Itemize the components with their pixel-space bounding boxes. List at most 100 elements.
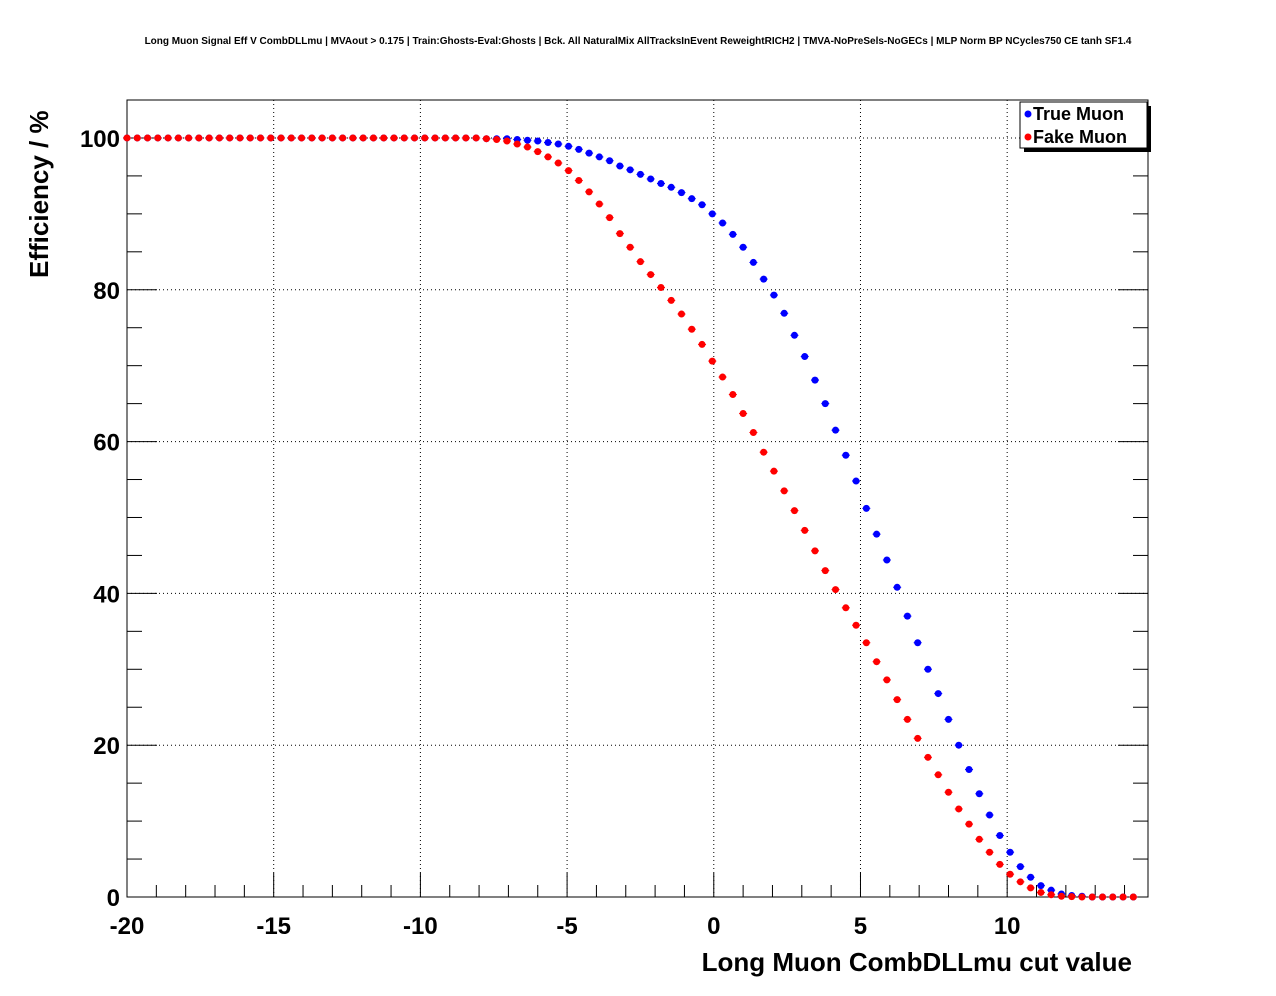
data-point-true-muon [852,477,860,485]
data-point-fake-muon [1078,893,1086,901]
data-point-true-muon [729,230,737,238]
data-point-fake-muon [380,134,388,142]
data-point-true-muon [585,149,593,157]
data-point-fake-muon [339,134,347,142]
data-point-fake-muon [308,134,316,142]
y-tick-label: 100 [80,126,120,153]
data-point-true-muon [534,137,542,145]
x-tick-label: -15 [256,913,291,940]
data-point-fake-muon [441,134,449,142]
data-point-fake-muon [873,658,881,666]
data-point-fake-muon [421,134,429,142]
data-point-true-muon [575,145,583,153]
data-point-true-muon [626,166,634,174]
legend: True Muon Fake Muon [1019,101,1151,152]
data-point-true-muon [749,258,757,266]
data-point-true-muon [934,690,942,698]
data-point-fake-muon [862,639,870,647]
data-point-fake-muon [154,134,162,142]
data-point-true-muon [955,741,963,749]
y-tick-label: 20 [93,733,120,760]
axis-tick-marks [126,137,1148,898]
data-point-fake-muon [801,526,809,534]
x-tick-label: -10 [403,913,438,940]
legend-label-fake-muon: Fake Muon [1033,127,1127,147]
data-point-true-muon [801,353,809,361]
y-tick-label: 80 [93,278,120,305]
y-tick-label: 0 [107,885,120,912]
data-point-true-muon [903,612,911,620]
data-point-fake-muon [924,753,932,761]
data-point-true-muon [996,832,1004,840]
x-tick-label: 0 [707,913,720,940]
data-point-fake-muon [503,137,511,145]
data-point-true-muon [862,504,870,512]
data-point-fake-muon [739,409,747,417]
data-point-fake-muon [996,860,1004,868]
data-point-true-muon [678,189,686,197]
data-point-true-muon [667,183,675,191]
data-point-fake-muon [411,134,419,142]
data-point-fake-muon [1088,893,1096,901]
data-point-fake-muon [1068,893,1076,901]
data-point-fake-muon [790,507,798,515]
x-tick-label: 10 [994,913,1021,940]
data-point-fake-muon [708,357,716,365]
data-point-true-muon [554,140,562,148]
data-point-fake-muon [534,148,542,156]
data-point-fake-muon [595,200,603,208]
data-point-true-muon [739,243,747,251]
data-point-true-muon [883,556,891,564]
data-point-fake-muon [842,604,850,612]
data-point-fake-muon [1109,893,1117,901]
plot-frame [126,99,1149,898]
data-point-true-muon [924,665,932,673]
data-point-fake-muon [1129,893,1137,901]
data-point-fake-muon [359,134,367,142]
data-point-fake-muon [955,805,963,813]
data-point-fake-muon [1027,884,1035,892]
data-point-fake-muon [626,243,634,251]
data-point-true-muon [944,715,952,723]
data-point-fake-muon [565,167,573,175]
data-point-true-muon [688,195,696,203]
data-point-fake-muon [452,134,460,142]
data-point-true-muon [821,400,829,408]
data-point-fake-muon [246,134,254,142]
data-point-fake-muon [1099,893,1107,901]
data-point-fake-muon [123,134,131,142]
data-point-fake-muon [195,134,203,142]
y-axis-title: Efficiency / % [24,110,54,278]
data-point-true-muon [657,179,665,187]
y-axis-tick-labels: 0 20 40 60 80 100 [80,126,120,912]
data-point-true-muon [636,170,644,178]
data-point-true-muon [975,790,983,798]
data-point-fake-muon [554,159,562,167]
data-point-fake-muon [431,134,439,142]
data-point-fake-muon [328,134,336,142]
x-tick-label: 5 [854,913,867,940]
data-point-true-muon [708,210,716,218]
legend-marker-fake-muon [1024,133,1032,141]
data-point-fake-muon [719,373,727,381]
data-point-fake-muon [205,134,213,142]
data-point-fake-muon [657,283,665,291]
data-point-fake-muon [185,134,193,142]
data-point-fake-muon [852,621,860,629]
legend-marker-true-muon [1024,110,1032,118]
data-point-fake-muon [236,134,244,142]
data-point-fake-muon [1047,891,1055,899]
data-point-fake-muon [349,134,357,142]
data-point-fake-muon [215,134,223,142]
data-point-fake-muon [544,153,552,161]
data-point-fake-muon [256,134,264,142]
data-point-fake-muon [698,340,706,348]
data-point-fake-muon [678,310,686,318]
data-point-true-muon [544,139,552,147]
data-point-fake-muon [636,258,644,266]
data-point-true-muon [1016,863,1024,871]
grid [127,100,1148,897]
series-fake-muon [123,134,1138,901]
data-point-fake-muon [1016,878,1024,886]
data-point-true-muon [770,291,778,299]
